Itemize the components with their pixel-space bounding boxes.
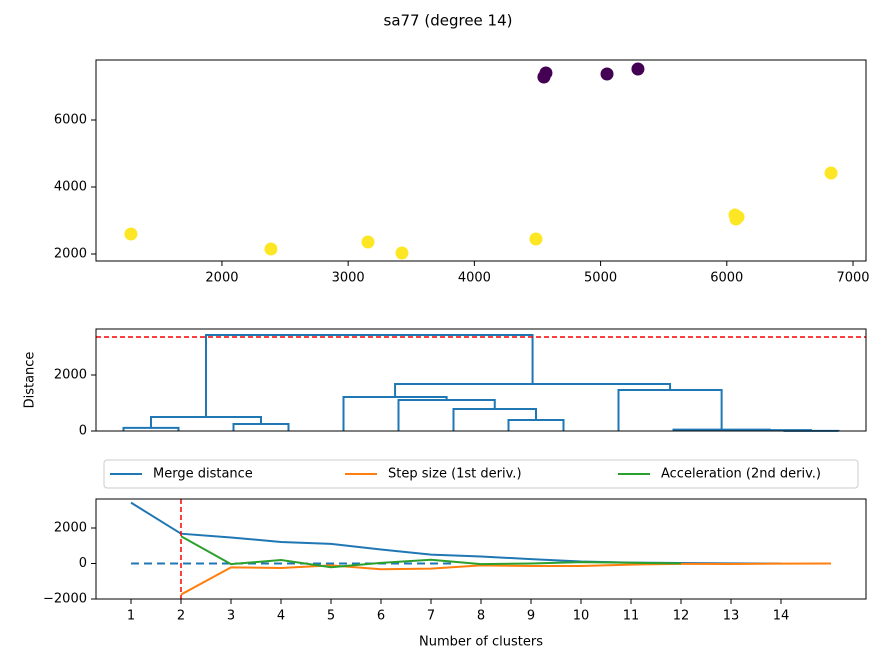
scatter-point	[631, 62, 645, 76]
scatter-point	[124, 227, 138, 241]
dendrogram-link	[150, 416, 262, 428]
x-tick-label: 7	[427, 609, 435, 624]
axes-frame	[95, 59, 867, 262]
y-axis-label: Distance	[23, 352, 38, 409]
scatter-point	[395, 246, 409, 260]
scatter-point	[824, 166, 838, 180]
line-series	[180, 535, 682, 569]
scatter-point	[600, 67, 614, 81]
x-tick-label: 2	[177, 609, 185, 624]
y-tick-label: 4000	[54, 179, 87, 194]
x-tick-label: 3000	[332, 271, 365, 286]
dendrogram-link	[507, 418, 565, 431]
dendrogram-link	[205, 333, 534, 418]
x-tick-label: 13	[723, 609, 740, 624]
x-tick-label: 14	[773, 609, 790, 624]
x-tick-label: 4000	[458, 271, 491, 286]
y-tick-label: 2000	[54, 368, 87, 383]
scatter-point	[529, 232, 543, 246]
scatter-point	[729, 212, 743, 226]
x-tick-label: 9	[527, 609, 535, 624]
dendrogram-link	[342, 396, 448, 431]
x-tick-label: 11	[623, 609, 640, 624]
scatter-point	[537, 70, 551, 84]
y-tick-label: 2000	[54, 521, 87, 536]
x-tick-label: 3	[227, 609, 235, 624]
dendrogram-link	[617, 389, 723, 431]
y-tick-label: 6000	[54, 112, 87, 127]
x-tick-label: 8	[477, 609, 485, 624]
x-tick-label: 4	[277, 609, 285, 624]
dendrogram-link	[452, 407, 537, 431]
dendrogram-link	[397, 399, 496, 431]
x-tick-label: 5000	[584, 271, 617, 286]
y-tick-label: 2000	[54, 246, 87, 261]
axes-frame	[95, 328, 867, 432]
x-tick-label: 1	[127, 609, 135, 624]
y-tick-label: 0	[79, 556, 87, 571]
y-tick-label: 0	[79, 424, 87, 439]
y-tick-label: −2000	[43, 592, 87, 607]
axes-frame	[95, 498, 867, 600]
legend-box	[103, 459, 859, 489]
dendrogram-link	[394, 382, 672, 398]
scatter-point	[264, 242, 278, 256]
legend-label: Merge distance	[153, 467, 253, 482]
x-axis-label: Number of clusters	[419, 635, 543, 650]
x-tick-label: 5	[327, 609, 335, 624]
dendrogram-link	[232, 423, 290, 431]
x-tick-label: 7000	[836, 271, 869, 286]
scatter-point	[361, 235, 375, 249]
line-series	[130, 501, 782, 565]
line-series	[180, 562, 832, 596]
x-tick-label: 6000	[710, 271, 743, 286]
figure-title: sa77 (degree 14)	[384, 12, 513, 30]
x-tick-label: 6	[377, 609, 385, 624]
x-tick-label: 2000	[205, 271, 238, 286]
x-tick-label: 10	[573, 609, 590, 624]
legend-label: Step size (1st deriv.)	[388, 467, 522, 482]
legend-label: Acceleration (2nd deriv.)	[661, 467, 821, 482]
x-tick-label: 12	[673, 609, 690, 624]
